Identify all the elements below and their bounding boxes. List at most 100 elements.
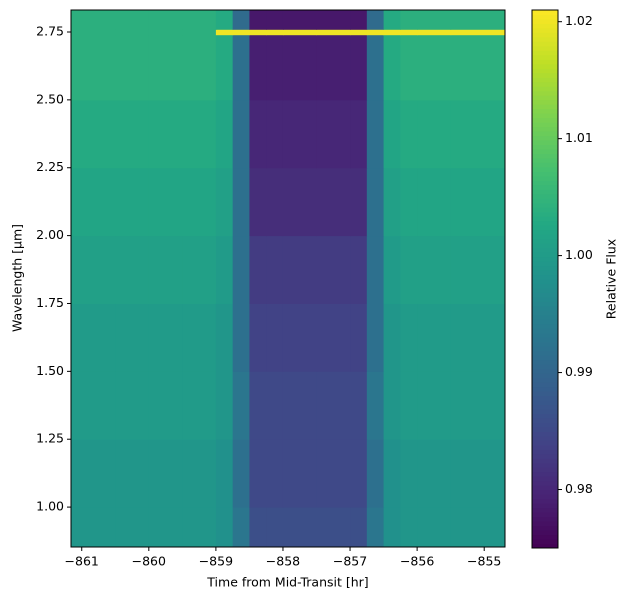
y-tick-label: 2.25 [36,159,64,174]
colorbar-segment [532,305,558,311]
heatmap-cell [366,99,385,169]
heatmap-cell [450,507,506,548]
heatmap-cell [266,371,284,440]
heatmap-cell [417,29,452,36]
heatmap-cell [232,10,250,30]
heatmap-cell [215,167,234,237]
colorbar-segment [532,189,558,195]
heatmap-cell [71,99,116,169]
colorbar-segment [532,86,558,92]
colorbar-segment [532,395,558,401]
y-tick-label: 1.50 [36,363,64,378]
heatmap-cell [316,99,351,169]
heatmap-cell [232,167,250,237]
heatmap-cell [417,10,452,30]
colorbar-segment [532,287,558,293]
x-tick-label: −861 [65,554,99,569]
heatmap-cell [115,29,150,36]
colorbar-tick-label: 0.98 [565,481,593,496]
plot-frame [70,9,506,548]
y-tick-label: 2.75 [36,23,64,38]
heatmap-cell [148,10,183,30]
heatmap-cell [182,303,217,372]
colorbar-segment [532,126,558,132]
colorbar-segment [532,95,558,101]
heatmap-cell [450,167,506,237]
x-tick-label: −860 [132,554,166,569]
colorbar-segment [532,104,558,110]
heatmap-cell [282,34,318,101]
heatmap-cell [266,235,284,304]
heatmap-cell [215,507,234,548]
colorbar-segment [532,45,558,51]
heatmap-cell [115,303,150,372]
heatmap-cell [417,167,452,237]
heatmap-cell [71,235,116,304]
heatmap-cell [400,10,418,30]
colorbar-segment [532,417,558,423]
colorbar-segment [532,444,558,450]
colorbar-segment [532,292,558,298]
colorbar-segment [532,462,558,468]
heatmap-cell [417,303,452,372]
colorbar-segment [532,449,558,455]
colorbar-segment [532,140,558,145]
colorbar-segment [532,364,558,370]
colorbar-segment [532,216,558,222]
colorbar-segment [532,310,558,316]
heatmap-cell [182,235,217,304]
heatmap-cell [115,167,150,237]
heatmap-cell [400,303,418,372]
colorbar-tick-label: 1.02 [565,13,593,28]
colorbar-segment [532,467,558,473]
heatmap-cell [148,371,183,440]
heatmap-cell [182,10,217,30]
heatmap-cell [182,34,217,101]
colorbar-segment [532,90,558,96]
y-tick-label: 2.50 [36,91,64,106]
heatmap-cell [366,439,385,508]
colorbar-segment [532,234,558,240]
y-tick-label: 1.00 [36,499,64,514]
colorbar-segment [532,14,558,20]
heatmap-cell [316,235,351,304]
heatmap-cell [450,235,506,304]
colorbar-segment [532,382,558,388]
y-tick-label: 1.75 [36,295,64,310]
colorbar-segment [532,256,558,262]
colorbar-segment [532,274,558,280]
heatmap-cell [282,303,318,372]
heatmap-cell [71,439,116,508]
colorbar-segment [532,148,558,154]
colorbar-segment [532,32,558,38]
x-axis-label: Time from Mid-Transit [hr] [206,575,368,590]
colorbar-segment [532,323,558,329]
colorbar-segment [532,162,558,168]
heatmap-cell [316,507,351,548]
heatmap-cell [350,167,368,237]
colorbar-segment [532,180,558,186]
heatmap-cell [417,99,452,169]
heatmap-cell [148,235,183,304]
heatmap-cell [182,439,217,508]
colorbar-segment [532,252,558,258]
heatmap-cell [282,507,318,548]
heatmap-cell [350,10,368,30]
colorbar-segment [532,498,558,504]
heatmap-cell [282,10,318,30]
colorbar-segment [532,301,558,307]
colorbar-segment [532,435,558,441]
heatmap-cell [266,10,284,30]
heatmap-cell [282,167,318,237]
heatmap-cell [450,34,506,101]
colorbar-segment [532,391,558,397]
colorbar-segment [532,243,558,249]
colorbar-segment [532,198,558,204]
colorbar-segment [532,193,558,199]
colorbar-segment [532,377,558,383]
heatmap-cell [282,439,318,508]
heatmap-cell [232,371,250,440]
heatmap-cell [383,507,401,548]
colorbar-segment [532,225,558,231]
colorbar-segment [532,480,558,486]
